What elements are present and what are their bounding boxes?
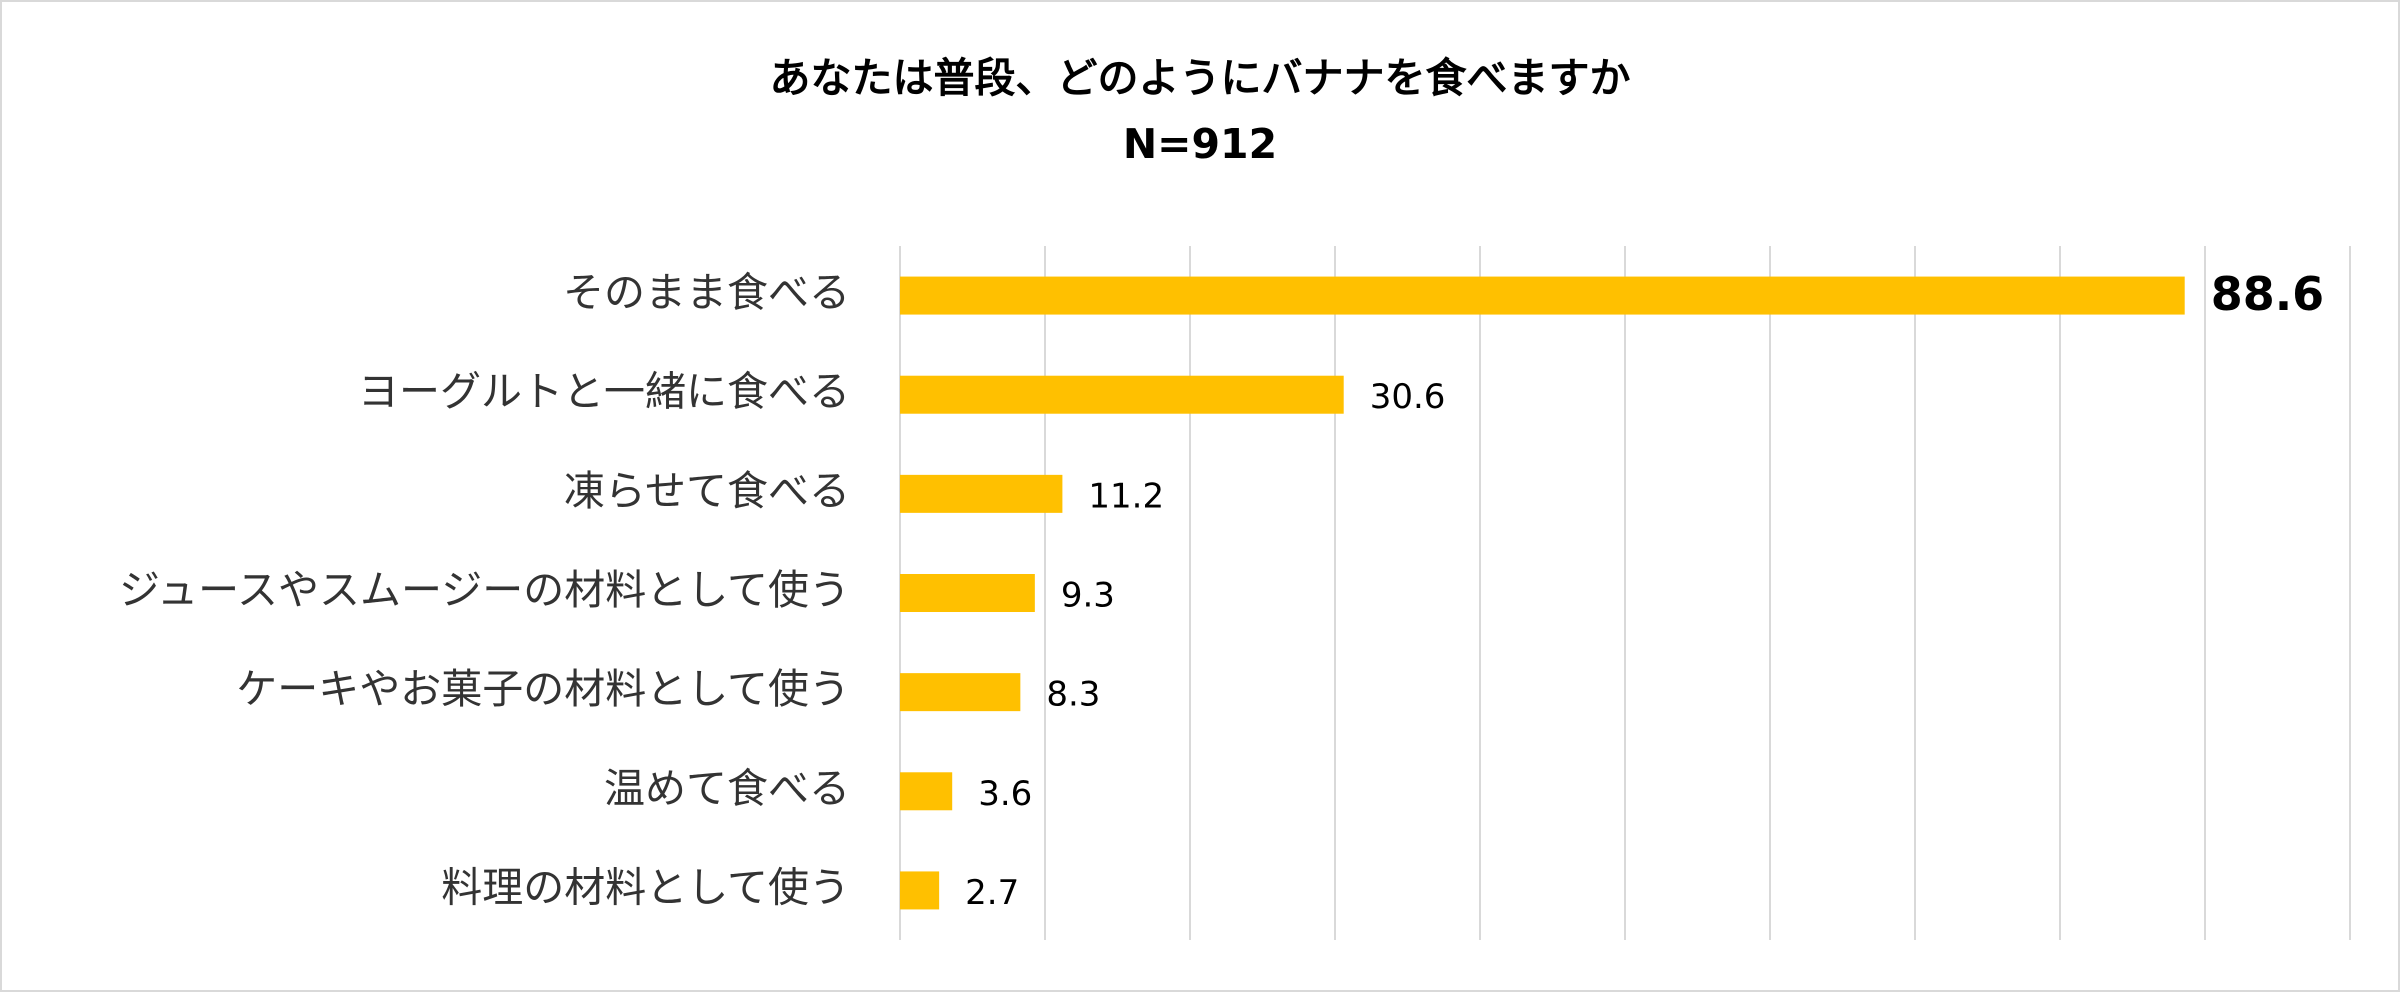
category-label: ジュースやスムージーの材料として使う	[119, 566, 850, 614]
value-label: 3.6	[978, 774, 1032, 814]
category-label: ケーキやお菓子の材料として使う	[236, 665, 850, 713]
value-label: 30.6	[1370, 377, 1446, 417]
category-label: ヨーグルトと一緒に食べる	[358, 368, 850, 416]
bar	[900, 772, 953, 811]
bar	[900, 574, 1035, 612]
chart-title: あなたは普段、どのようにバナナを食べますか	[769, 54, 1631, 102]
gridlines	[899, 246, 2351, 940]
value-label: 9.3	[1061, 576, 1115, 616]
bar	[900, 276, 2185, 315]
bar	[900, 871, 940, 910]
chart-subtitle: N=912	[1122, 120, 1278, 168]
category-labels: そのまま食べるヨーグルトと一緒に食べる凍らせて食べるジュースやスムージーの材料と…	[119, 269, 850, 912]
value-label: 11.2	[1088, 476, 1164, 516]
value-label: 8.3	[1046, 675, 1100, 715]
bar	[900, 673, 1021, 712]
bars	[900, 276, 2185, 910]
value-labels: 88.6 30.6 11.2 9.3 8.3 3.6 2.7	[965, 267, 2324, 913]
value-label: 88.6	[2211, 267, 2325, 321]
value-label: 2.7	[965, 873, 1019, 913]
category-label: 凍らせて食べる	[564, 467, 850, 515]
category-label: そのまま食べる	[563, 269, 850, 317]
category-label: 温めて食べる	[604, 764, 850, 812]
bar	[900, 375, 1344, 414]
category-label: 料理の材料として使う	[441, 863, 850, 911]
bar	[900, 474, 1063, 513]
